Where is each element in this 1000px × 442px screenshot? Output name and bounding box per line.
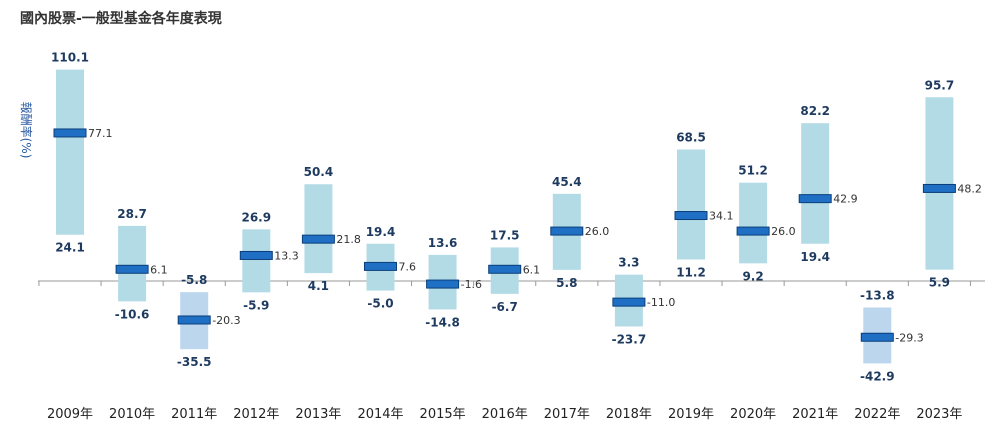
- x-tick-label: 2014年: [357, 407, 403, 422]
- average-value-label: 77.1: [88, 127, 113, 140]
- max-value-label: 17.5: [490, 228, 520, 242]
- max-value-label: 3.3: [618, 256, 639, 270]
- average-marker: [488, 264, 522, 274]
- range-bar: [801, 123, 830, 244]
- x-tick-label: 2013年: [295, 407, 341, 422]
- range-bar: [925, 97, 954, 270]
- min-value-label: 9.2: [742, 269, 763, 283]
- min-value-label: -5.9: [243, 298, 269, 312]
- average-value-label: 48.2: [957, 182, 982, 195]
- average-marker: [115, 264, 149, 274]
- average-value-label: 21.8: [336, 233, 361, 246]
- average-value-label: 7.6: [399, 260, 417, 273]
- min-value-label: -5.0: [367, 297, 393, 311]
- x-tick-label: 2022年: [854, 407, 900, 422]
- average-marker: [177, 315, 211, 325]
- min-value-label: -23.7: [612, 333, 647, 347]
- range-bar: [304, 184, 333, 274]
- average-marker: [674, 211, 708, 221]
- x-tick-label: 2015年: [420, 407, 466, 422]
- average-value-label: 34.1: [709, 210, 734, 223]
- max-value-label: 51.2: [738, 164, 768, 178]
- x-tick-label: 2020年: [730, 407, 776, 422]
- average-value-label: 6.1: [523, 263, 541, 276]
- x-tick-label: 2023年: [916, 407, 962, 422]
- average-marker: [53, 128, 87, 138]
- max-value-label: -13.8: [860, 288, 895, 302]
- min-value-label: -6.7: [492, 300, 518, 314]
- min-value-label: 19.4: [800, 250, 830, 264]
- average-marker: [301, 234, 335, 244]
- range-bar: [242, 229, 271, 293]
- average-marker: [364, 261, 397, 271]
- max-value-label: 68.5: [676, 130, 706, 144]
- average-value-label: -1.6: [461, 278, 482, 291]
- min-value-label: -35.5: [177, 355, 212, 369]
- range-bar: [677, 149, 705, 260]
- average-value-label: 26.0: [585, 225, 610, 238]
- average-value-label: -29.3: [895, 331, 923, 344]
- average-value-label: -11.0: [647, 296, 675, 309]
- min-value-label: 5.9: [929, 276, 950, 290]
- max-value-label: 26.9: [241, 210, 271, 224]
- average-marker: [426, 279, 460, 289]
- average-marker: [736, 226, 770, 236]
- x-tick-label: 2017年: [544, 407, 590, 422]
- max-value-label: 45.4: [552, 175, 582, 189]
- max-value-label: 82.2: [800, 104, 830, 118]
- min-value-label: 24.1: [55, 241, 85, 255]
- x-tick-label: 2010年: [109, 407, 155, 422]
- max-value-label: -5.8: [181, 273, 207, 287]
- max-value-label: 50.4: [304, 165, 334, 179]
- chart-title: 國內股票-一般型基金各年度表現: [20, 11, 222, 27]
- average-marker: [239, 250, 273, 260]
- min-value-label: -42.9: [860, 369, 895, 383]
- x-tick-label: 2011年: [171, 407, 217, 422]
- max-value-label: 110.1: [51, 51, 89, 65]
- min-value-label: 5.8: [556, 276, 577, 290]
- min-value-label: 11.2: [676, 265, 706, 279]
- min-value-label: -10.6: [115, 307, 150, 321]
- x-tick-label: 2016年: [482, 407, 528, 422]
- average-value-label: 13.3: [274, 249, 299, 262]
- average-value-label: 42.9: [833, 193, 858, 206]
- average-marker: [860, 332, 894, 342]
- average-marker: [550, 226, 584, 236]
- y-axis-label: 報酬率(%): [19, 102, 34, 159]
- min-value-label: 4.1: [308, 279, 329, 293]
- x-tick-label: 2009年: [47, 407, 93, 422]
- average-marker: [612, 297, 646, 307]
- max-value-label: 19.4: [366, 225, 396, 239]
- x-tick-label: 2021年: [792, 407, 838, 422]
- range-bar: [56, 69, 84, 235]
- range-bar: [118, 225, 147, 302]
- x-tick-label: 2019年: [668, 407, 714, 422]
- range-bar: [739, 182, 768, 264]
- x-tick-label: 2012年: [233, 407, 279, 422]
- average-value-label: 6.1: [150, 263, 168, 276]
- max-value-label: 28.7: [117, 207, 147, 221]
- min-value-label: -14.8: [425, 315, 460, 329]
- average-value-label: -20.3: [212, 314, 240, 327]
- average-value-label: 26.0: [771, 225, 796, 238]
- average-marker: [798, 194, 832, 204]
- x-tick-label: 2018年: [606, 407, 652, 422]
- average-marker: [922, 183, 956, 193]
- max-value-label: 13.6: [428, 236, 458, 250]
- max-value-label: 95.7: [925, 78, 955, 92]
